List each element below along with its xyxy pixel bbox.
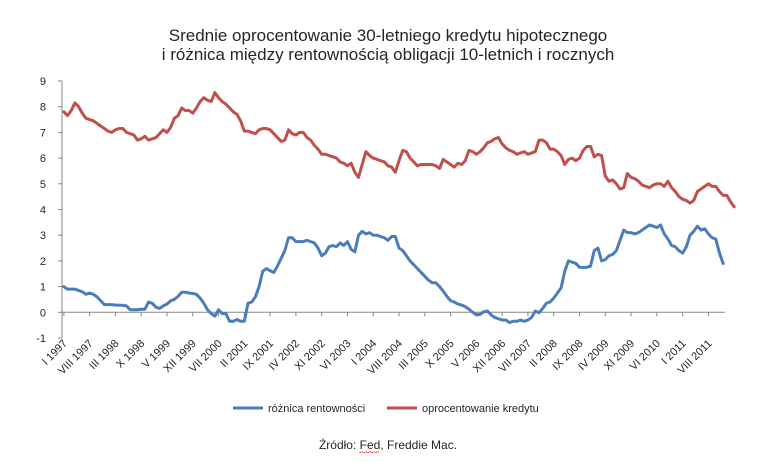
legend: różnica rentowności oprocentowanie kredyt… [233,403,539,415]
y-tick-label: 0 [40,307,46,319]
y-tick-label: 9 [40,76,46,88]
y-tick-label: 5 [40,179,46,191]
chart: Srednie oprocentowanie 30-letniego kredy… [0,0,776,473]
y-tick-label: 8 [40,102,46,114]
source-note: Źródło: Fed, Freddie Mac. [319,437,457,453]
y-tick-label: 1 [40,282,46,294]
y-tick-label: 4 [40,205,46,217]
legend-label: różnica rentowności [268,403,365,415]
y-tick-label: 3 [40,230,46,242]
plot-area [64,93,734,323]
y-tick-label: 6 [40,153,46,165]
chart-title: Srednie oprocentowanie 30-letniego kredy… [162,26,615,64]
series-line-roznica-rentownosci [64,225,723,323]
chart-title-line-1: Srednie oprocentowanie 30-letniego kredy… [169,26,608,45]
chart-title-line-2: i różnica między rentownością obligacji … [162,45,615,64]
source-text: Źródło: Fed, Freddie Mac. [319,437,457,452]
y-tick-label: 2 [40,256,46,268]
y-axis: -1 0 1 2 3 4 5 6 7 8 9 [36,76,62,345]
legend-label: oprocentowanie kredytu [422,403,539,415]
y-tick-label: -1 [36,333,46,345]
y-tick-label: 7 [40,127,46,139]
series-line-oprocentowanie-kredytu [64,93,734,207]
